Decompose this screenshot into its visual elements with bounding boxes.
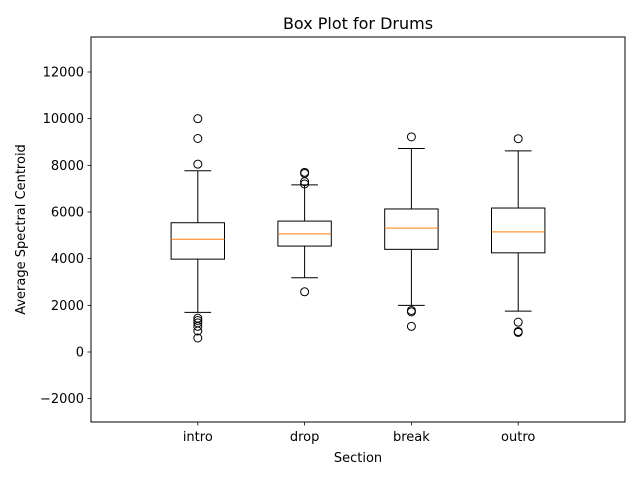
box-outro	[491, 134, 546, 337]
outlier-point	[513, 134, 523, 144]
y-tick-label: 2000	[51, 299, 84, 314]
y-tick-label: 4000	[51, 252, 84, 267]
outlier-point	[513, 317, 523, 327]
box-drop	[277, 167, 332, 297]
outlier-point	[300, 177, 310, 187]
box-intro	[170, 114, 226, 343]
y-axis-label: Average Spectral Centroid	[14, 144, 29, 315]
y-tick-label: 10000	[43, 112, 84, 127]
box-iqr	[384, 208, 439, 250]
y-tick-label: 0	[76, 346, 84, 361]
y-tick-label: −2000	[40, 392, 84, 407]
x-tick-label: intro	[183, 430, 213, 445]
box-break	[384, 132, 439, 331]
outlier-point	[300, 287, 310, 297]
outlier-point	[193, 114, 203, 124]
outlier-point	[406, 321, 416, 331]
y-axis: −2000 0 2000 4000 6000 8000 10000 12000	[40, 66, 91, 407]
x-axis-label: Section	[334, 451, 382, 466]
x-tick-label: drop	[290, 430, 320, 445]
box-iqr	[170, 222, 226, 260]
outlier-point	[193, 333, 203, 343]
outlier-point	[193, 134, 203, 143]
plot-area	[170, 114, 546, 343]
x-tick-label: break	[393, 430, 430, 445]
outlier-point	[193, 326, 203, 336]
outlier-point	[513, 327, 523, 337]
y-tick-label: 6000	[51, 206, 84, 221]
box-iqr	[491, 207, 546, 254]
y-tick-label: 8000	[51, 159, 84, 174]
y-tick-label: 12000	[43, 66, 84, 81]
outlier-point	[193, 159, 203, 169]
x-axis: intro drop break outro	[183, 422, 535, 445]
outlier-point	[406, 307, 416, 317]
x-tick-label: outro	[501, 430, 535, 445]
axes-frame	[90, 36, 626, 423]
outlier-point	[300, 179, 310, 189]
outlier-point	[193, 321, 203, 331]
outlier-point	[406, 132, 416, 142]
outlier-point	[193, 316, 203, 325]
chart-title: Box Plot for Drums	[283, 14, 433, 33]
